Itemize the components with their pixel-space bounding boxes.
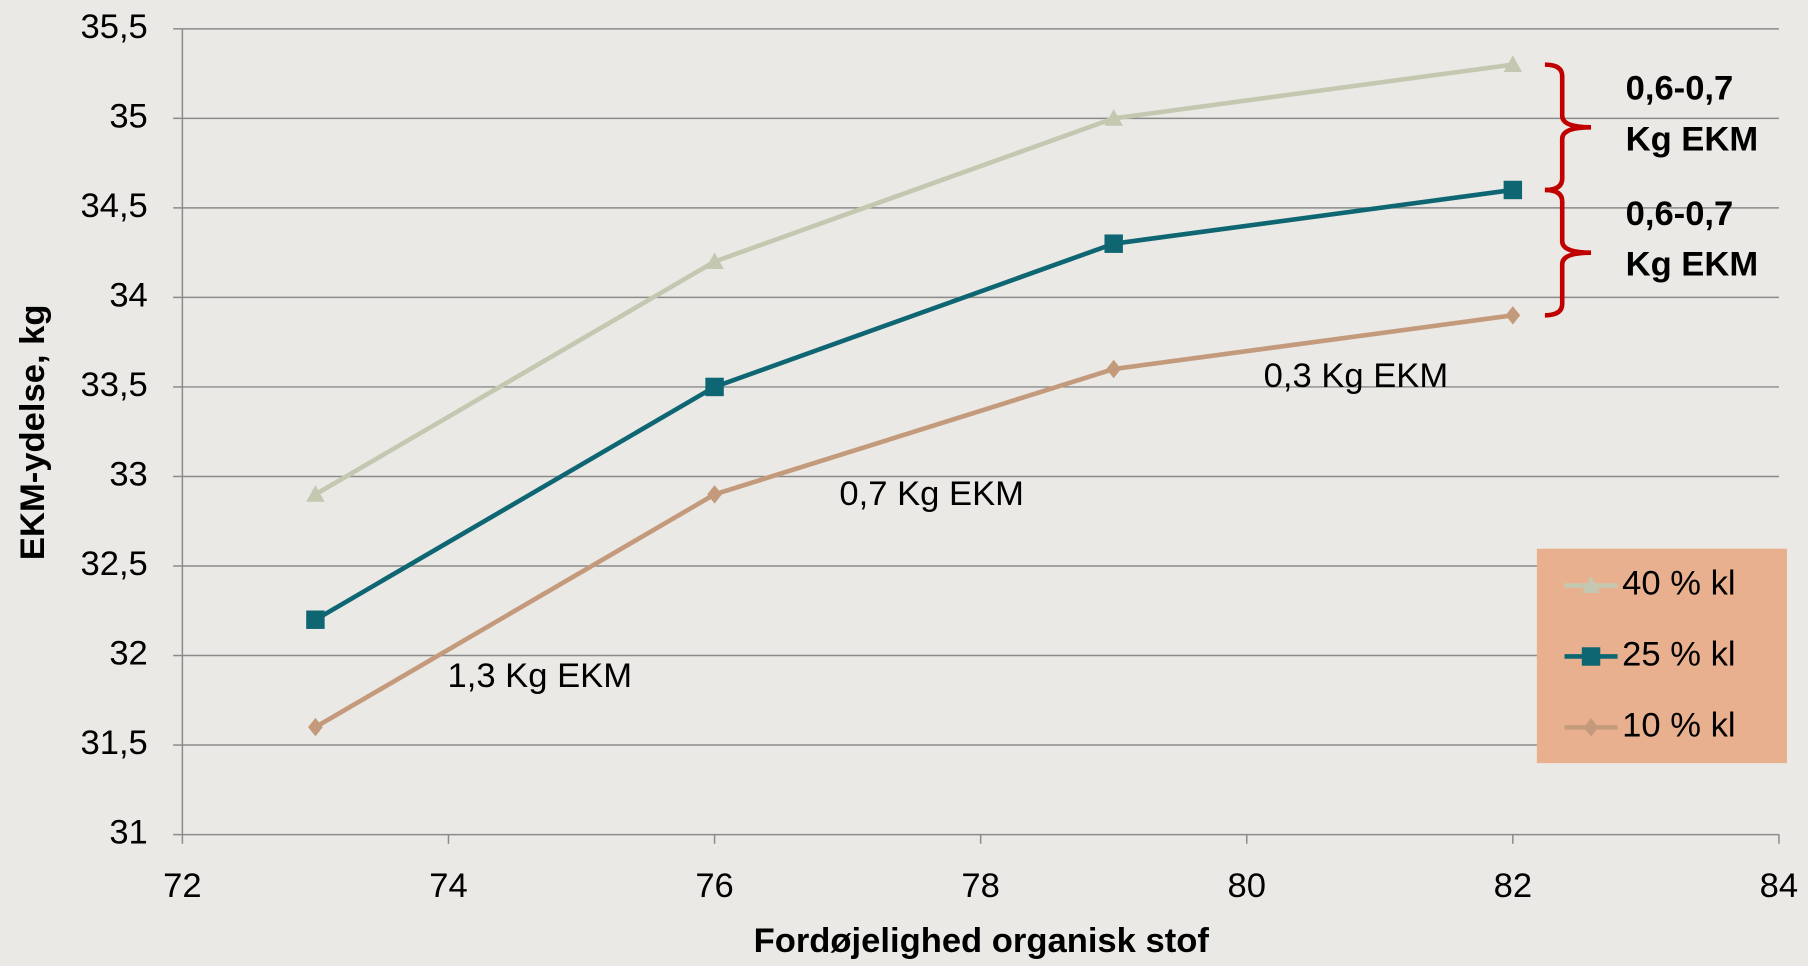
marker xyxy=(306,610,325,629)
y-tick-label: 32,5 xyxy=(80,545,147,583)
marker xyxy=(1104,234,1123,253)
marker xyxy=(707,485,722,504)
legend-label: 25 % kl xyxy=(1622,636,1735,674)
x-axis-title: Fordøjelighed organisk stof xyxy=(754,922,1210,960)
x-tick-label: 84 xyxy=(1760,867,1798,905)
bracket-label: 0,6-0,7 xyxy=(1626,70,1734,108)
legend-marker xyxy=(1583,718,1599,737)
y-axis-title: EKM-ydelse, kg xyxy=(14,304,52,560)
legend-label: 40 % kl xyxy=(1622,565,1735,603)
marker xyxy=(1503,55,1523,73)
annotation: 0,3 Kg EKM xyxy=(1264,357,1449,395)
x-tick-label: 82 xyxy=(1494,867,1532,905)
y-tick-label: 35 xyxy=(109,97,147,135)
y-tick-label: 32 xyxy=(109,635,147,673)
marker xyxy=(705,377,724,397)
marker xyxy=(306,485,325,502)
series-line xyxy=(314,187,1514,622)
marker xyxy=(1503,180,1523,200)
y-tick-label: 33 xyxy=(109,456,147,494)
x-tick-label: 76 xyxy=(695,867,733,905)
marker xyxy=(705,252,724,269)
y-tick-label: 33,5 xyxy=(80,366,147,404)
x-tick-label: 72 xyxy=(163,867,201,905)
marker xyxy=(1104,109,1123,126)
annotation: 1,3 Kg EKM xyxy=(448,657,633,695)
legend-marker xyxy=(1581,576,1601,593)
bracket-label: 0,6-0,7 xyxy=(1626,195,1734,233)
x-tick-label: 74 xyxy=(429,867,467,905)
y-tick-label: 31,5 xyxy=(80,724,147,762)
bracket xyxy=(1544,62,1592,193)
legend-label: 10 % kl xyxy=(1622,707,1735,745)
bracket-label: Kg EKM xyxy=(1626,120,1759,158)
bracket-label: Kg EKM xyxy=(1626,246,1759,284)
y-tick-label: 31 xyxy=(109,814,147,852)
y-tick-label: 34,5 xyxy=(80,187,147,225)
series-line xyxy=(314,313,1514,730)
marker xyxy=(1505,306,1521,325)
x-tick-label: 78 xyxy=(961,867,999,905)
annotation: 0,7 Kg EKM xyxy=(839,475,1024,513)
bracket xyxy=(1544,187,1592,318)
series-line xyxy=(314,62,1514,497)
y-tick-label: 35,5 xyxy=(80,8,147,46)
y-tick-label: 34 xyxy=(109,277,147,315)
legend-marker xyxy=(1581,647,1601,666)
x-tick-label: 80 xyxy=(1228,867,1266,905)
